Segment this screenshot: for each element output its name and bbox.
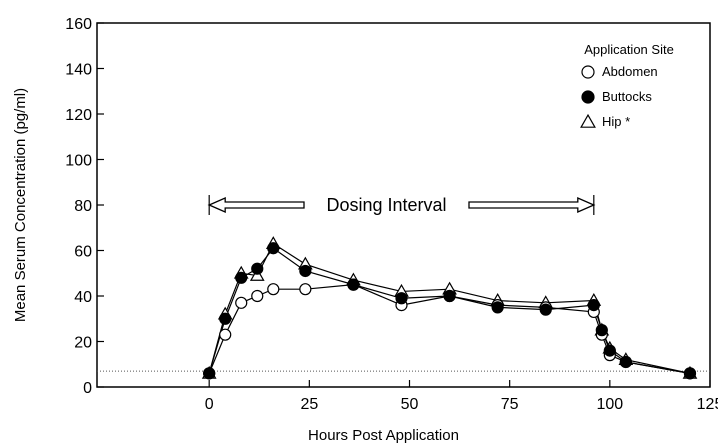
y-tick-label: 140 bbox=[65, 62, 92, 79]
data-point bbox=[395, 292, 408, 305]
dosing-interval-label: Dosing Interval bbox=[326, 195, 446, 215]
legend-marker bbox=[580, 113, 596, 128]
y-tick-label: 60 bbox=[74, 244, 92, 261]
series-2 bbox=[208, 242, 691, 374]
dosing-interval-annotation: Dosing Interval bbox=[207, 195, 596, 215]
y-tick-label: 160 bbox=[65, 16, 92, 33]
data-point bbox=[539, 303, 552, 316]
data-point bbox=[299, 283, 312, 296]
y-tick-label: 80 bbox=[74, 198, 92, 215]
x-tick-label: 75 bbox=[501, 396, 519, 413]
dosing-interval-left-arrow bbox=[207, 197, 305, 213]
legend-label: Abdomen bbox=[602, 64, 658, 79]
data-point bbox=[219, 328, 232, 341]
legend-title: Application Site bbox=[584, 42, 674, 57]
dosing-interval-right-arrow bbox=[468, 197, 596, 213]
y-tick-label: 40 bbox=[74, 289, 92, 306]
data-point bbox=[595, 324, 608, 337]
data-point bbox=[587, 299, 600, 312]
data-point bbox=[267, 242, 280, 255]
data-point bbox=[299, 264, 312, 278]
series-markers-1 bbox=[203, 242, 697, 380]
x-tick-label: 0 bbox=[205, 396, 214, 413]
legend: Application Site Abdomen Buttocks Hip * bbox=[580, 42, 674, 129]
y-tick-label: 20 bbox=[74, 335, 92, 352]
axes: 0 20 40 60 80 100 120 140 160 0 25 50 75 100 125 bbox=[65, 16, 718, 413]
y-tick-label: 100 bbox=[65, 153, 92, 170]
data-point bbox=[491, 301, 504, 314]
legend-marker bbox=[581, 90, 595, 104]
x-tick-label: 125 bbox=[697, 396, 718, 413]
legend-label: Buttocks bbox=[602, 89, 652, 104]
series bbox=[201, 236, 698, 380]
data-point bbox=[347, 278, 360, 291]
data-point bbox=[443, 289, 456, 303]
x-tick-label: 50 bbox=[401, 396, 419, 413]
data-point bbox=[203, 367, 216, 380]
data-point bbox=[251, 262, 264, 275]
data-point bbox=[251, 289, 264, 303]
data-point bbox=[619, 355, 632, 369]
series-line bbox=[208, 284, 691, 374]
y-axis-title: Mean Serum Concentration (pg/ml) bbox=[12, 88, 29, 322]
y-tick-label: 120 bbox=[65, 107, 92, 124]
series-1 bbox=[208, 247, 691, 374]
series-line bbox=[208, 242, 691, 374]
legend-marker bbox=[581, 65, 595, 79]
y-tick-label: 0 bbox=[83, 380, 92, 397]
data-point bbox=[235, 271, 248, 284]
x-tick-label: 100 bbox=[596, 396, 623, 413]
series-0 bbox=[208, 284, 691, 374]
legend-label: Hip * bbox=[602, 114, 630, 129]
x-axis-title: Hours Post Application bbox=[308, 427, 459, 443]
data-point bbox=[235, 296, 248, 309]
x-tick-label: 25 bbox=[300, 396, 318, 413]
data-point bbox=[683, 367, 697, 380]
data-point bbox=[603, 344, 616, 357]
data-point bbox=[219, 312, 232, 325]
series-line bbox=[208, 247, 691, 374]
data-point bbox=[267, 283, 280, 296]
